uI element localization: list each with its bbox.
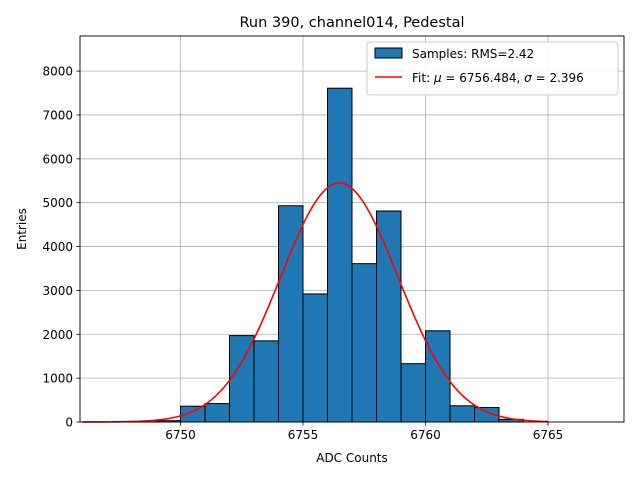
y-tick-label: 2000 [42, 328, 73, 342]
x-tick-label: 6760 [410, 428, 441, 442]
x-tick-label: 6755 [288, 428, 319, 442]
histogram-bar [228, 335, 255, 423]
histogram-bar [351, 263, 378, 423]
histogram-bar [204, 403, 230, 423]
y-tick-label: 0 [65, 416, 73, 430]
x-axis-label: ADC Counts [316, 451, 388, 465]
chart-title: Run 390, channel014, Pedestal [239, 15, 464, 31]
legend: Samples: RMS=2.42 Fit: μ = 6756.484, σ =… [366, 41, 619, 96]
y-tick-label: 7000 [42, 108, 73, 122]
y-tick-label: 5000 [42, 196, 73, 210]
histogram-bar [277, 205, 304, 423]
y-tick-label: 6000 [42, 152, 73, 166]
y-tick-label: 8000 [42, 65, 73, 79]
legend-box [366, 41, 619, 96]
y-tick-label: 4000 [42, 240, 73, 254]
histogram-bar [449, 405, 476, 423]
y-axis-ticks: 0 1000 2000 3000 4000 5000 6000 7000 8000 [42, 65, 80, 430]
histogram-bar [302, 293, 328, 423]
x-tick-label: 6765 [533, 428, 564, 442]
legend-fit-label: Fit: μ = 6756.484, σ = 2.396 [412, 71, 584, 85]
histogram-bar [253, 340, 279, 423]
gaussian-fit-line [82, 182, 549, 423]
x-tick-label: 6750 [165, 428, 196, 442]
y-axis-label: Entries [15, 208, 29, 250]
y-tick-label: 1000 [42, 372, 73, 386]
legend-histogram-label: Samples: RMS=2.42 [412, 47, 534, 61]
histogram-bar [376, 210, 402, 423]
histogram-bar [400, 363, 427, 423]
x-axis-ticks: 6750 6755 6760 6765 [165, 422, 563, 442]
histogram-bar [326, 87, 353, 423]
legend-histogram-swatch [374, 47, 403, 59]
plot-area-frame [79, 35, 625, 423]
y-tick-label: 3000 [42, 284, 73, 298]
